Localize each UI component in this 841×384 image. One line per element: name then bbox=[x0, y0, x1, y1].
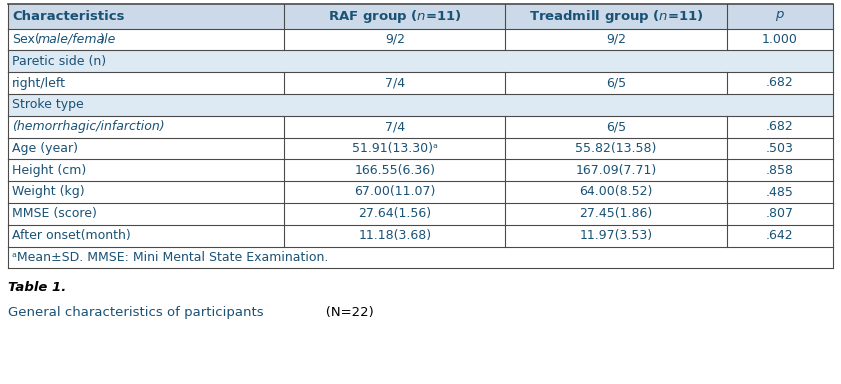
Text: Weight (kg): Weight (kg) bbox=[12, 185, 85, 199]
Text: Table 1.: Table 1. bbox=[8, 281, 66, 294]
Text: 6/5: 6/5 bbox=[606, 76, 626, 89]
Text: MMSE (score): MMSE (score) bbox=[12, 207, 97, 220]
Text: .642: .642 bbox=[766, 229, 794, 242]
Text: ᵃMean±SD. MMSE: Mini Mental State Examination.: ᵃMean±SD. MMSE: Mini Mental State Examin… bbox=[12, 251, 328, 264]
Text: Stroke type: Stroke type bbox=[12, 98, 84, 111]
Text: RAF group ($n$=11): RAF group ($n$=11) bbox=[328, 8, 462, 25]
Bar bbox=[8, 94, 833, 116]
Text: 11.18(3.68): 11.18(3.68) bbox=[358, 229, 431, 242]
Text: Paretic side (n): Paretic side (n) bbox=[12, 55, 106, 68]
Text: ): ) bbox=[100, 33, 105, 46]
Text: 9/2: 9/2 bbox=[606, 33, 626, 46]
Text: (hemorrhagic/infarction): (hemorrhagic/infarction) bbox=[12, 120, 165, 133]
Text: Treadmill group ($n$=11): Treadmill group ($n$=11) bbox=[529, 8, 703, 25]
Text: After onset(month): After onset(month) bbox=[12, 229, 130, 242]
Text: Age (year): Age (year) bbox=[12, 142, 78, 155]
Text: 11.97(3.53): 11.97(3.53) bbox=[579, 229, 653, 242]
Text: 167.09(7.71): 167.09(7.71) bbox=[575, 164, 657, 177]
Text: 7/4: 7/4 bbox=[385, 76, 405, 89]
Text: .807: .807 bbox=[766, 207, 794, 220]
Text: 27.45(1.86): 27.45(1.86) bbox=[579, 207, 653, 220]
Bar bbox=[8, 4, 833, 28]
Text: $p$: $p$ bbox=[775, 9, 785, 23]
Text: (N=22): (N=22) bbox=[313, 306, 373, 319]
Text: .503: .503 bbox=[766, 142, 794, 155]
Text: .485: .485 bbox=[766, 185, 794, 199]
Bar bbox=[8, 50, 833, 72]
Text: Height (cm): Height (cm) bbox=[12, 164, 87, 177]
Text: 67.00(11.07): 67.00(11.07) bbox=[354, 185, 436, 199]
Text: 9/2: 9/2 bbox=[385, 33, 405, 46]
Text: 64.00(8.52): 64.00(8.52) bbox=[579, 185, 653, 199]
Text: right/left: right/left bbox=[12, 76, 66, 89]
Text: 166.55(6.36): 166.55(6.36) bbox=[354, 164, 436, 177]
Text: .682: .682 bbox=[766, 76, 794, 89]
Text: Characteristics: Characteristics bbox=[12, 10, 124, 23]
Text: .858: .858 bbox=[766, 164, 794, 177]
Text: 6/5: 6/5 bbox=[606, 120, 626, 133]
Text: General characteristics of participants: General characteristics of participants bbox=[8, 306, 263, 319]
Text: 27.64(1.56): 27.64(1.56) bbox=[358, 207, 431, 220]
Text: 7/4: 7/4 bbox=[385, 120, 405, 133]
Text: 1.000: 1.000 bbox=[762, 33, 798, 46]
Text: 55.82(13.58): 55.82(13.58) bbox=[575, 142, 657, 155]
Text: male/female: male/female bbox=[38, 33, 116, 46]
Text: .682: .682 bbox=[766, 120, 794, 133]
Text: 51.91(13.30)ᵃ: 51.91(13.30)ᵃ bbox=[352, 142, 438, 155]
Text: Sex(: Sex( bbox=[12, 33, 40, 46]
